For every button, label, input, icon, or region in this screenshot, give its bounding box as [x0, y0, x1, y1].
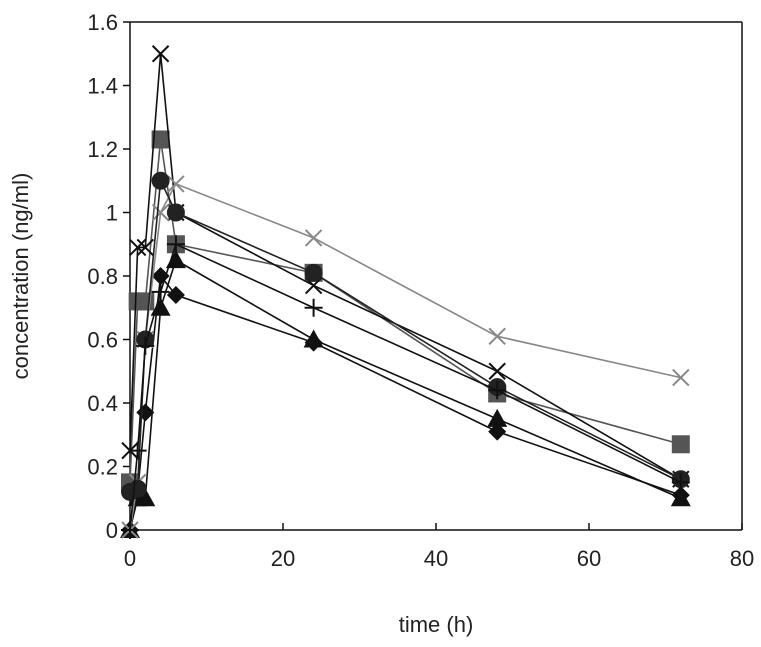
data-point-s6 — [128, 479, 147, 498]
data-point-s7 — [151, 282, 170, 301]
series-3 — [120, 250, 691, 538]
series-line-6 — [129, 177, 682, 493]
data-point-s5 — [488, 327, 506, 346]
series-line-5 — [129, 182, 681, 531]
x-tick-label: 80 — [730, 546, 754, 571]
data-point-s7 — [304, 298, 323, 317]
y-tick-label: 1.2 — [87, 137, 118, 162]
data-point-s1 — [488, 422, 507, 441]
data-point-s2 — [151, 130, 170, 149]
data-point-s5 — [672, 368, 690, 387]
y-tick-label: 1.6 — [87, 10, 118, 35]
data-point-s2 — [136, 292, 155, 311]
series-6 — [121, 171, 690, 501]
data-point-s6 — [166, 203, 185, 222]
x-tick-label: 0 — [124, 546, 136, 571]
data-point-s7 — [121, 521, 139, 539]
data-point-s5 — [151, 203, 170, 222]
y-tick-label: 0.8 — [87, 264, 118, 289]
data-point-s4 — [151, 45, 170, 63]
y-tick-label: 0.2 — [87, 455, 118, 480]
data-point-s4 — [304, 276, 323, 295]
data-point-s3 — [670, 488, 691, 507]
axis-ticks: 0 0.2 0.4 0.6 0.8 1 1.2 1.4 1.6 0 20 40 60 80 — [87, 10, 754, 571]
data-point-s1 — [166, 286, 185, 305]
data-point-s5 — [167, 175, 185, 193]
series-line-7 — [129, 243, 682, 531]
data-point-s7 — [166, 235, 185, 254]
data-point-s4 — [136, 238, 155, 257]
y-tick-label: 0.4 — [87, 391, 118, 416]
y-tick-label: 0 — [106, 518, 118, 543]
data-point-s6 — [304, 263, 323, 282]
series-line-4 — [129, 53, 682, 480]
series-1 — [121, 267, 690, 539]
data-point-s6 — [151, 171, 170, 190]
data-point-s3 — [165, 250, 186, 269]
data-point-s4 — [128, 238, 147, 257]
y-tick-label: 0.6 — [87, 328, 118, 353]
x-tick-label: 60 — [577, 546, 601, 571]
y-tick-label: 1.4 — [87, 74, 118, 99]
data-point-s4 — [488, 362, 506, 380]
data-point-s2 — [671, 435, 690, 454]
data-point-s3 — [487, 408, 508, 427]
data-point-s7 — [671, 473, 690, 492]
series-line-1 — [129, 273, 682, 531]
series-4 — [121, 45, 690, 488]
data-point-s5 — [304, 229, 323, 247]
series-layer — [120, 45, 691, 539]
y-tick-label: 1 — [106, 201, 118, 226]
series-5 — [121, 175, 690, 539]
series-2 — [121, 130, 690, 492]
data-point-s3 — [135, 488, 156, 507]
series-line-3 — [129, 258, 682, 531]
data-point-s7 — [136, 336, 155, 355]
x-tick-label: 40 — [424, 546, 448, 571]
data-point-s3 — [303, 329, 324, 348]
series-7 — [121, 235, 690, 539]
data-point-s7 — [488, 381, 507, 400]
x-tick-label: 20 — [271, 546, 295, 571]
axes — [129, 21, 743, 531]
data-point-s7 — [128, 441, 147, 460]
y-axis-title: concentration (ng/ml) — [8, 173, 33, 380]
x-axis-title: time (h) — [399, 612, 474, 637]
data-point-s1 — [151, 267, 170, 285]
